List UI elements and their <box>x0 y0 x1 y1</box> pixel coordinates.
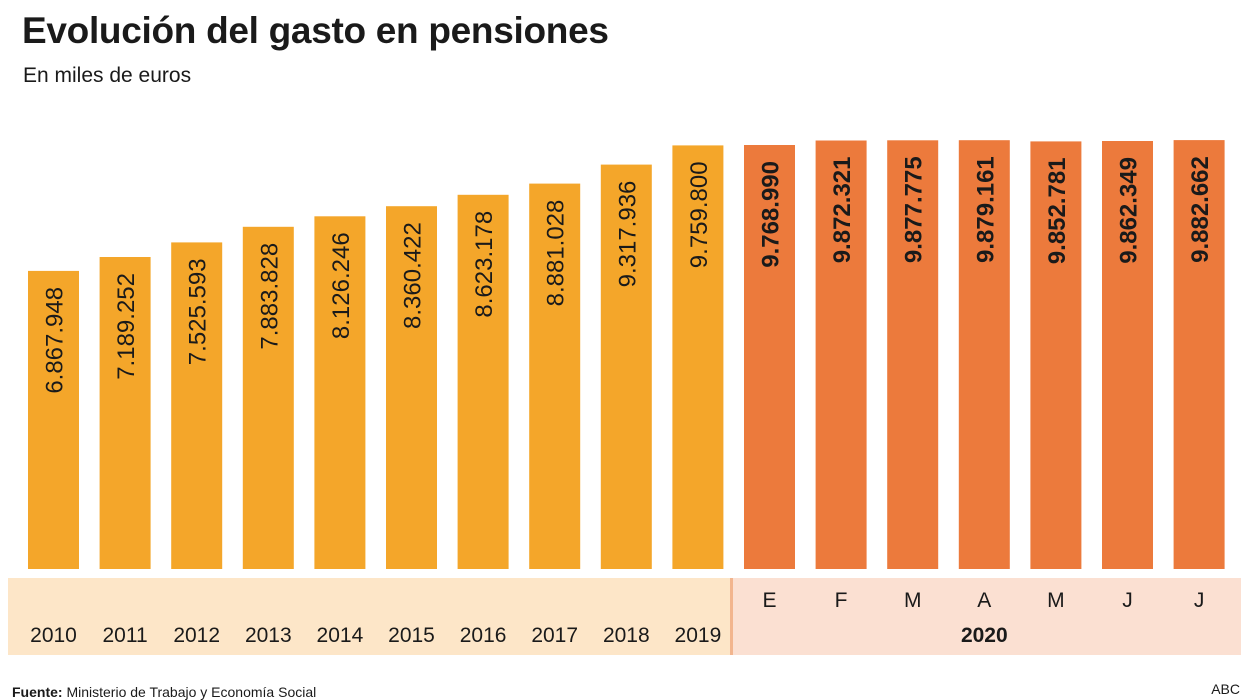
bar <box>600 164 652 569</box>
bar <box>314 216 366 570</box>
category-label: 2010 <box>30 624 77 647</box>
bar <box>1102 141 1153 569</box>
value-label: 8.360.422 <box>400 222 427 329</box>
category-label: M <box>904 589 922 612</box>
value-label: 9.768.990 <box>758 161 785 268</box>
category-label: 2013 <box>245 624 292 647</box>
axis-bands <box>8 578 1241 655</box>
monthly-axis-band <box>731 578 1241 655</box>
value-label: 8.623.178 <box>471 211 498 318</box>
category-label: 2012 <box>173 624 220 647</box>
value-label: 7.883.828 <box>256 243 283 350</box>
value-label: 8.126.246 <box>328 232 355 339</box>
category-label: F <box>835 589 848 612</box>
bar <box>242 226 294 570</box>
group-label-2020: 2020 <box>961 624 1008 647</box>
source-label: Fuente: <box>12 684 63 700</box>
band-divider <box>730 578 733 655</box>
category-label: 2015 <box>388 624 435 647</box>
category-label: 2011 <box>103 624 148 647</box>
bar <box>744 145 795 569</box>
category-label: E <box>762 589 776 612</box>
bars-group <box>28 140 1225 570</box>
category-label: 2018 <box>603 624 650 647</box>
category-label: M <box>1047 589 1065 612</box>
value-label: 7.525.593 <box>185 258 212 365</box>
category-label: 2017 <box>531 624 578 647</box>
bar <box>672 145 724 569</box>
bar <box>457 194 509 570</box>
category-label: 2014 <box>317 624 364 647</box>
category-label: J <box>1122 589 1133 612</box>
bar <box>958 140 1010 569</box>
chart-title: Evolución del gasto en pensiones <box>22 10 609 51</box>
source-note: Fuente: Ministerio de Trabajo y Economía… <box>12 684 316 700</box>
value-label: 9.872.321 <box>829 157 856 264</box>
category-label: 2016 <box>460 624 507 647</box>
value-label: 9.877.775 <box>901 156 928 263</box>
bar-chart: 6.867.948 2010 7.189.252 2011 7.525.593 2012 7… <box>8 140 1241 655</box>
value-label: 9.879.161 <box>972 156 999 263</box>
value-label: 9.852.781 <box>1044 157 1071 264</box>
value-label: 6.867.948 <box>42 287 69 394</box>
category-label: 2019 <box>675 624 722 647</box>
value-label: 9.862.349 <box>1116 157 1143 264</box>
value-label: 8.881.028 <box>543 200 570 307</box>
value-label: 9.882.662 <box>1187 156 1214 263</box>
bar <box>28 270 79 569</box>
chart-subtitle: En miles de euros <box>23 64 192 87</box>
bar <box>99 257 151 569</box>
value-label: 7.189.252 <box>113 273 140 380</box>
bar <box>529 183 581 569</box>
credit-text: ABC <box>1211 681 1240 697</box>
bar <box>171 242 223 569</box>
bar <box>815 140 867 569</box>
bar <box>1173 140 1225 569</box>
annual-axis-band <box>8 578 731 655</box>
value-label: 9.759.800 <box>686 161 713 268</box>
category-label: J <box>1194 589 1205 612</box>
source-text: Ministerio de Trabajo y Economía Social <box>66 684 317 700</box>
bar <box>1030 141 1082 569</box>
bar <box>887 140 939 570</box>
bar <box>386 206 437 569</box>
category-label: A <box>977 589 991 612</box>
labels-group: 6.867.948 2010 7.189.252 2011 7.525.593 2012 7… <box>30 156 1214 647</box>
value-label: 9.317.936 <box>614 181 641 288</box>
